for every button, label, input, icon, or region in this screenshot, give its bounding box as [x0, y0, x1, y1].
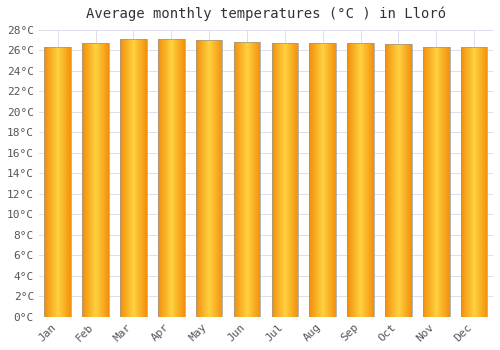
Bar — [120, 39, 146, 317]
Bar — [423, 47, 450, 317]
Bar — [44, 47, 71, 317]
Bar — [196, 40, 222, 317]
Bar — [461, 47, 487, 317]
Title: Average monthly temperatures (°C ) in Lloró: Average monthly temperatures (°C ) in Ll… — [86, 7, 446, 21]
Bar — [385, 44, 411, 317]
Bar — [272, 43, 298, 317]
Bar — [348, 43, 374, 317]
Bar — [158, 39, 184, 317]
Bar — [82, 43, 109, 317]
Bar — [234, 42, 260, 317]
Bar — [310, 43, 336, 317]
